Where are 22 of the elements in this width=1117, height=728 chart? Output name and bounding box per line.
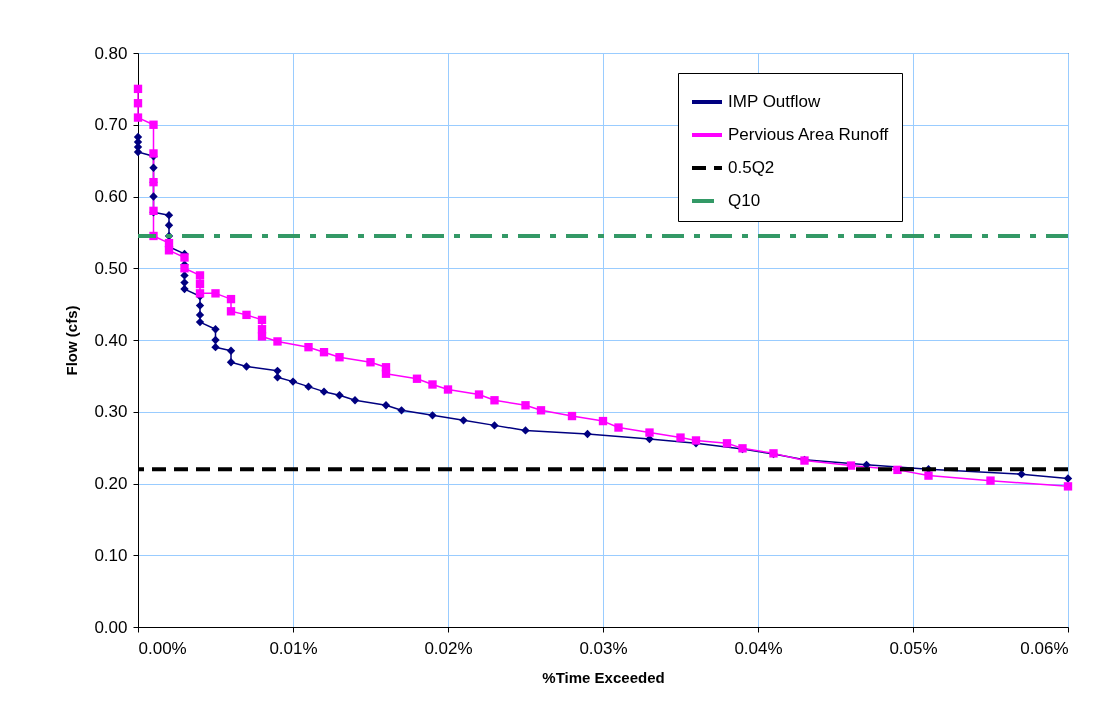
y-tick-label: 0.70	[94, 115, 128, 135]
y-tick-label: 0.30	[94, 402, 128, 422]
y-tick-label: 0.40	[94, 330, 128, 350]
y-tick-label: 0.80	[94, 43, 128, 63]
y-tick-label: 0.00	[94, 617, 128, 637]
y-tick-label: 0.10	[94, 545, 128, 565]
y-tick-label: 0.60	[94, 187, 128, 206]
legend-label: Q10	[728, 191, 761, 210]
x-tick-label: 0.06%	[1020, 638, 1069, 658]
y-tick-label: 0.20	[94, 474, 128, 493]
legend-label: Pervious Area Runoff	[728, 125, 889, 144]
x-tick-label: 0.03%	[579, 638, 628, 658]
legend-label: 0.5Q2	[728, 158, 775, 177]
x-tick-label: 0.00%	[138, 638, 187, 658]
x-tick-label: 0.02%	[424, 638, 473, 658]
x-tick-label: 0.01%	[269, 638, 318, 658]
y-axis-title: Flow (cfs)	[63, 305, 81, 376]
x-axis-title: %Time Exceeded	[542, 668, 665, 686]
x-tick-label: 0.05%	[889, 638, 938, 658]
y-tick-label: 0.50	[94, 258, 128, 278]
x-tick-label: 0.04%	[734, 638, 783, 658]
legend-label: IMP Outflow	[728, 92, 821, 111]
